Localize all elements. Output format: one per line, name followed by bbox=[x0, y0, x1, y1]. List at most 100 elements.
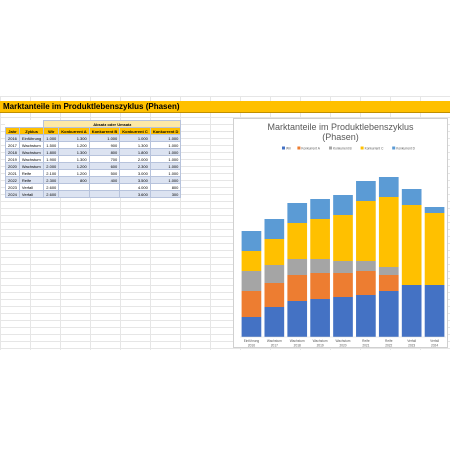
cell: 2.300 bbox=[119, 162, 151, 170]
bar-segment bbox=[401, 205, 422, 285]
bar-segment bbox=[401, 189, 422, 205]
cell: 2.600 bbox=[43, 190, 60, 198]
table-row: 2017 Wachstum 1.500 1.200 900 1.300 1.000 bbox=[5, 141, 182, 149]
cell: 1.200 bbox=[58, 141, 90, 149]
bar-segment bbox=[356, 295, 376, 337]
cell: 1.000 bbox=[149, 169, 182, 177]
bar-segment bbox=[424, 285, 445, 337]
cell: 1.000 bbox=[119, 134, 151, 142]
column-header: Konkurrent A bbox=[58, 127, 90, 135]
bar-segment bbox=[333, 261, 353, 273]
x-tick-label: 2022 bbox=[385, 344, 392, 348]
column-header: Jahr bbox=[5, 127, 20, 135]
column-header: Konkurrent B bbox=[88, 127, 121, 135]
cell: 2020 bbox=[5, 162, 20, 170]
bar-segment bbox=[287, 203, 308, 223]
cell: Wachstum bbox=[18, 148, 45, 156]
column-header: Zyklus bbox=[18, 127, 45, 135]
sheet-title: Marktanteile im Produktlebenszyklus (Pha… bbox=[3, 102, 180, 111]
chart-canvas: Wir Konkurrent A Konkurrent B Konkurrent C K… bbox=[240, 146, 446, 348]
cell: Wachstum bbox=[18, 141, 45, 149]
cell: 1.000 bbox=[88, 134, 121, 142]
legend-swatch bbox=[297, 146, 301, 150]
cell: 4.000 bbox=[119, 183, 151, 191]
bar-segment bbox=[264, 265, 285, 283]
cell: 2.300 bbox=[43, 176, 60, 184]
cell: 800 bbox=[149, 183, 182, 191]
table-row: 2016 Einführung 1.000 1.300 1.000 1.000 1.000 bbox=[5, 134, 182, 142]
column-header: Wir bbox=[43, 127, 60, 135]
group-header: Absatz oder Umsatz bbox=[43, 120, 182, 128]
cell: 2.000 bbox=[43, 162, 60, 170]
cell: 400 bbox=[88, 176, 121, 184]
cell: 2.000 bbox=[119, 155, 151, 163]
legend-label: Konkurrent C bbox=[365, 146, 384, 150]
x-tick-label: Reife bbox=[362, 339, 370, 343]
legend-label: Konkurrent A bbox=[301, 146, 320, 150]
cell: Verfall bbox=[18, 190, 45, 198]
bar-segment bbox=[310, 199, 330, 219]
x-tick-label: Wachstum bbox=[313, 339, 328, 343]
chart: Marktanteile im Produktlebenszyklus (Pha… bbox=[233, 118, 448, 348]
x-tick-label: Verfall bbox=[430, 339, 439, 343]
column-header: Konkurrent C bbox=[119, 127, 151, 135]
cell: 3.000 bbox=[119, 169, 151, 177]
cell: Verfall bbox=[18, 183, 45, 191]
title-banner: Marktanteile im Produktlebenszyklus (Pha… bbox=[0, 101, 450, 113]
cell: 900 bbox=[88, 141, 121, 149]
x-tick-label: Verfall bbox=[407, 339, 416, 343]
bar-segment bbox=[287, 275, 308, 301]
cell: Reife bbox=[18, 169, 45, 177]
cell: 2018 bbox=[5, 148, 20, 156]
x-tick-label: 2021 bbox=[362, 344, 369, 348]
cell bbox=[88, 183, 121, 191]
table-row: 2024 Verfall 2.600 3.600 300 bbox=[5, 190, 182, 198]
x-tick-label: 2020 bbox=[339, 344, 346, 348]
bar-segment bbox=[287, 223, 308, 259]
cell: Reife bbox=[18, 176, 45, 184]
cell: 1.000 bbox=[149, 141, 182, 149]
x-tick-label: Wachstum bbox=[267, 339, 282, 343]
bar-segment bbox=[356, 201, 376, 261]
cell: 600 bbox=[88, 162, 121, 170]
cell: 2023 bbox=[5, 183, 20, 191]
x-tick-label: Einführung bbox=[244, 339, 260, 343]
bar-segment bbox=[310, 299, 330, 337]
column-header: Konkurrent D bbox=[149, 127, 182, 135]
cell bbox=[58, 183, 90, 191]
bar-segment bbox=[378, 177, 399, 197]
x-tick-label: Reife bbox=[385, 339, 393, 343]
bar-segment bbox=[333, 215, 353, 261]
bar-segment bbox=[310, 259, 330, 273]
bar-segment bbox=[424, 213, 445, 285]
cell: 1.000 bbox=[43, 134, 60, 142]
table-row: 2018 Wachstum 1.800 1.300 800 1.800 1.000 bbox=[5, 148, 182, 156]
legend-swatch bbox=[392, 146, 396, 150]
bar-segment bbox=[241, 231, 262, 251]
x-tick-label: 2017 bbox=[271, 344, 278, 348]
cell bbox=[88, 190, 121, 198]
bar-segment bbox=[241, 271, 262, 291]
table-row: 2022 Reife 2.300 800 400 3.500 1.000 bbox=[5, 176, 182, 184]
x-tick-label: Wachstum bbox=[290, 339, 305, 343]
cell: Wachstum bbox=[18, 162, 45, 170]
cell: 2.100 bbox=[43, 169, 60, 177]
cell: 800 bbox=[58, 176, 90, 184]
cell: 3.500 bbox=[119, 176, 151, 184]
cell: 300 bbox=[149, 190, 182, 198]
x-tick-label: 2016 bbox=[248, 344, 255, 348]
x-tick-label: 2018 bbox=[294, 344, 301, 348]
cell: 1.000 bbox=[149, 176, 182, 184]
cell: 700 bbox=[88, 155, 121, 163]
cell: 1.500 bbox=[43, 141, 60, 149]
table-row: 2019 Wachstum 1.900 1.300 700 2.000 1.000 bbox=[5, 155, 182, 163]
x-tick-label: 2019 bbox=[317, 344, 324, 348]
cell: 2016 bbox=[5, 134, 20, 142]
cell: 2021 bbox=[5, 169, 20, 177]
legend-swatch bbox=[282, 146, 285, 150]
bar-segment bbox=[241, 251, 262, 271]
bar-segment bbox=[378, 275, 399, 291]
cell bbox=[58, 190, 90, 198]
cell: Wachstum bbox=[18, 155, 45, 163]
data-table: Absatz oder Umsatz Jahr Zyklus Wir Konkurren… bbox=[5, 120, 182, 198]
